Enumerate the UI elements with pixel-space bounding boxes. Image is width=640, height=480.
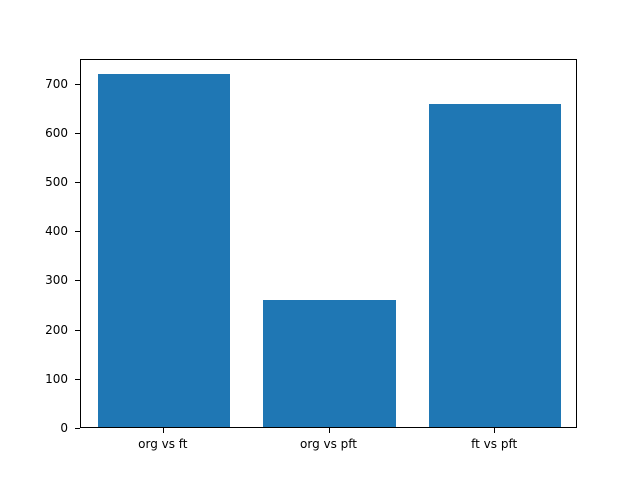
- x-tick-label: org vs ft: [138, 437, 188, 451]
- y-tick-mark: [75, 231, 80, 233]
- y-tick-mark: [75, 329, 80, 331]
- y-tick-mark: [75, 280, 80, 282]
- x-tick-mark: [162, 428, 164, 433]
- x-tick-label: org vs pft: [300, 437, 357, 451]
- y-tick-label: 400: [45, 224, 68, 239]
- x-tick-label: ft vs pft: [471, 437, 518, 451]
- x-tick-mark: [328, 428, 330, 433]
- y-tick-label: 0: [60, 421, 68, 435]
- bar-ft-vs-pft: [428, 103, 562, 427]
- y-tick-label: 500: [45, 175, 68, 189]
- y-tick-mark: [75, 132, 80, 134]
- y-tick-mark: [75, 182, 80, 183]
- x-tick-mark: [494, 428, 496, 433]
- bar-org-vs-pft: [263, 300, 396, 427]
- y-tick-label: 700: [45, 76, 68, 91]
- y-tick-label: 300: [45, 273, 68, 288]
- y-tick-mark: [75, 428, 80, 429]
- y-tick-mark: [75, 83, 80, 85]
- y-tick-mark: [75, 378, 80, 380]
- y-tick-label: 200: [45, 322, 68, 337]
- y-tick-label: 100: [45, 371, 68, 386]
- plot-area: [80, 59, 577, 428]
- y-tick-label: 600: [45, 125, 68, 140]
- bar-org-vs-ft: [97, 73, 231, 427]
